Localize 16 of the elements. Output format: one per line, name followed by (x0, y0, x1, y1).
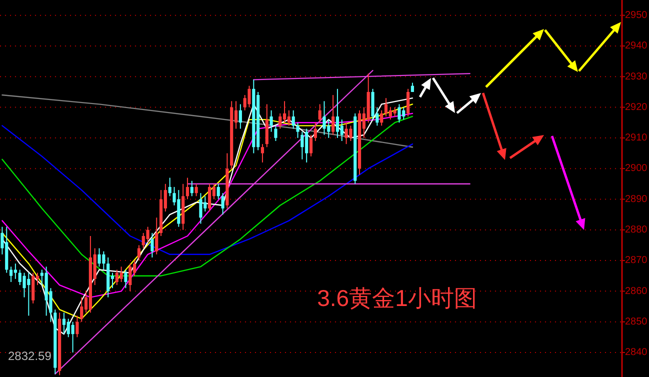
y-tick-label: 2880 (625, 224, 648, 236)
y-tick-label: 2940 (625, 40, 648, 52)
text: 3.6黄金1小时图 (317, 285, 477, 311)
line-series (2, 125, 414, 255)
y-tick-label: 2920 (625, 102, 648, 113)
y-tick-label: 2870 (625, 255, 648, 266)
y-tick-label: 2950 (625, 10, 648, 21)
y-tick-label: 2900 (625, 163, 648, 174)
y-tick-label: 2840 (625, 347, 648, 358)
y-tick-label: 2910 (625, 132, 648, 144)
line-series (2, 94, 414, 148)
annotation: 2832.59 (8, 349, 52, 363)
y-tick-label: 2860 (625, 286, 648, 297)
y-tick-label: 2930 (625, 71, 648, 82)
y-tick-label: 2850 (625, 316, 648, 328)
y-tick-label: 2890 (625, 194, 648, 205)
